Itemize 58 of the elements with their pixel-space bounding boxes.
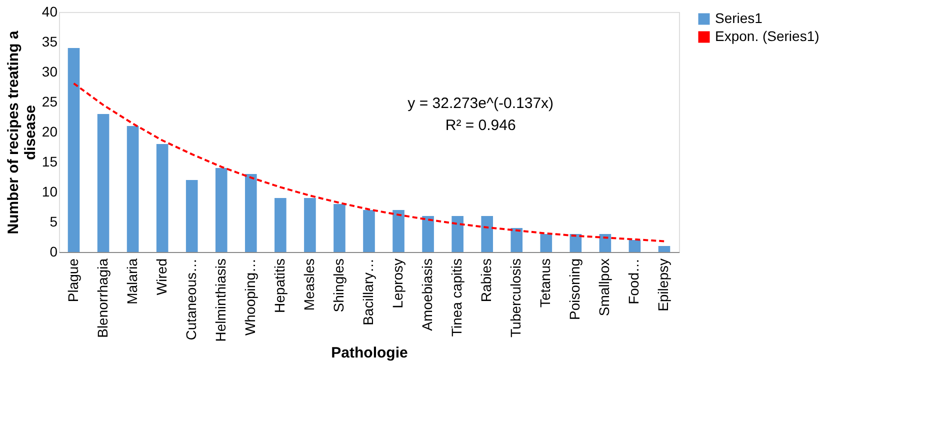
x-tick-label: Leprosy — [390, 258, 406, 308]
y-tick-label: 40 — [42, 4, 58, 20]
y-tick-label: 0 — [50, 244, 58, 260]
y-axis-title: Number of recipes treating a disease — [4, 30, 39, 234]
x-tick-label: Bacillary… — [360, 258, 376, 326]
bar — [452, 216, 464, 252]
bar — [245, 174, 257, 252]
annotation: y = 32.273e^(-0.137x) — [408, 95, 554, 112]
y-tick-label: 10 — [42, 184, 58, 200]
x-tick-label: Shingles — [330, 258, 346, 312]
bar — [215, 168, 228, 252]
line-series — [72, 82, 666, 242]
y-tick-label: 15 — [42, 154, 58, 170]
x-tick-label: Amoebiasis — [419, 258, 436, 331]
x-tick-label: Tuberculosis — [508, 258, 524, 338]
x-tick-label: Measles — [300, 258, 317, 311]
bar — [68, 48, 80, 252]
bar — [540, 234, 552, 252]
legend-label: Series1 — [715, 10, 763, 26]
bar — [570, 234, 582, 252]
x-tick-label: Helminthiasis — [212, 258, 228, 342]
x-axis-title: Pathologie — [331, 344, 408, 362]
legend-label: Expon. (Series1) — [715, 28, 820, 44]
bar — [363, 210, 375, 252]
bar — [304, 198, 316, 252]
x-tick-label: Epilepsy — [655, 258, 672, 312]
x-tick-label: Plague — [64, 258, 81, 302]
bar — [186, 180, 198, 252]
x-tick-label: Cutaneous… — [182, 258, 199, 340]
x-tick-label: Wired — [153, 258, 170, 296]
x-tick-label: Food… — [626, 258, 642, 304]
x-tick-label: Blenorrhagia — [94, 258, 110, 338]
y-tick-label: 25 — [42, 94, 58, 110]
x-tick-label: Tinea capitis — [448, 258, 465, 337]
bar — [658, 246, 670, 252]
bar — [156, 144, 168, 252]
x-tick-label: Malaria — [124, 258, 140, 304]
x-tick-label: Smallpox — [596, 258, 612, 316]
bar — [334, 204, 346, 252]
x-tick-label: Hepatitis — [271, 258, 288, 313]
x-tick-label: Rabies — [478, 258, 494, 302]
bar — [481, 216, 493, 252]
y-tick-label: 20 — [42, 124, 58, 140]
y-tick-label: 30 — [42, 64, 58, 80]
bar — [274, 198, 286, 252]
bar — [97, 114, 110, 252]
bar — [628, 240, 641, 252]
bar — [126, 126, 139, 252]
y-tick-label: 35 — [42, 34, 58, 50]
x-tick-label: Poisoning — [566, 258, 583, 320]
annotation: R² = 0.946 — [445, 117, 516, 134]
x-tick-label: Tetanus — [537, 258, 554, 308]
x-tick-label: Whooping… — [242, 258, 258, 336]
bar — [599, 234, 612, 252]
bar — [510, 228, 523, 252]
y-tick-label: 5 — [50, 214, 58, 230]
bar — [422, 216, 434, 252]
bar — [392, 210, 404, 252]
